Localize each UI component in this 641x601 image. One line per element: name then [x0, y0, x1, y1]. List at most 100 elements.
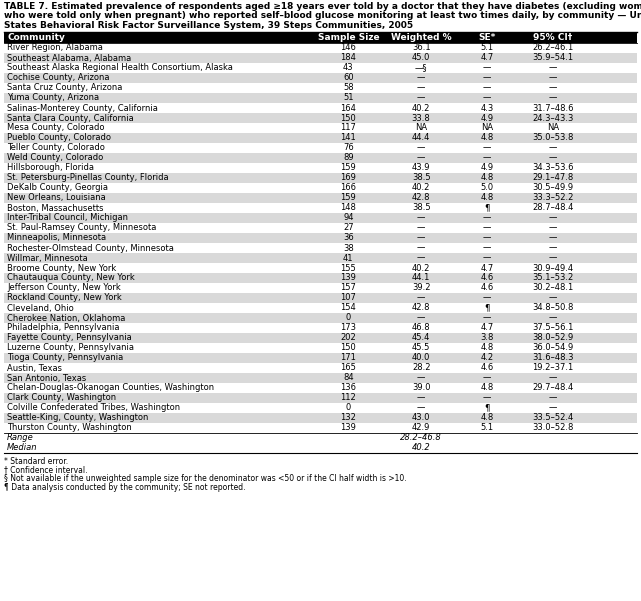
Text: —: —: [549, 84, 557, 93]
Text: ¶ Data analysis conducted by the community; SE not reported.: ¶ Data analysis conducted by the communi…: [4, 483, 246, 492]
Text: 38.0–52.9: 38.0–52.9: [532, 334, 574, 343]
Text: Community: Community: [7, 34, 65, 43]
Text: ¶: ¶: [485, 403, 490, 412]
Bar: [4, 293, 637, 303]
Text: 35.0–53.8: 35.0–53.8: [532, 133, 574, 142]
Text: —: —: [549, 213, 557, 222]
Text: 34.3–53.6: 34.3–53.6: [532, 163, 574, 172]
Bar: [4, 83, 637, 93]
Text: 36: 36: [343, 234, 354, 242]
Text: 146: 146: [340, 43, 356, 52]
Text: SE*: SE*: [478, 34, 495, 43]
Text: —: —: [549, 144, 557, 153]
Text: Median: Median: [7, 444, 38, 453]
Text: 51: 51: [343, 94, 354, 103]
Text: † Confidence interval.: † Confidence interval.: [4, 466, 88, 475]
Text: 184: 184: [340, 53, 356, 63]
Bar: [4, 363, 637, 373]
Text: Thurston County, Washington: Thurston County, Washington: [7, 424, 132, 433]
Text: —: —: [549, 254, 557, 263]
Text: —: —: [483, 254, 491, 263]
Text: 37.5–56.1: 37.5–56.1: [532, 323, 574, 332]
Text: 43.0: 43.0: [412, 413, 430, 423]
Text: 171: 171: [340, 353, 356, 362]
Text: 60: 60: [343, 73, 354, 82]
Text: 4.3: 4.3: [480, 103, 494, 112]
Text: 139: 139: [340, 424, 356, 433]
Text: Hillsborough, Florida: Hillsborough, Florida: [7, 163, 94, 172]
Text: 5.0: 5.0: [480, 183, 494, 192]
Bar: [4, 433, 637, 443]
Text: Cochise County, Arizona: Cochise County, Arizona: [7, 73, 110, 82]
Text: —: —: [549, 373, 557, 382]
Text: Clark County, Washington: Clark County, Washington: [7, 394, 116, 403]
Text: 30.2–48.1: 30.2–48.1: [532, 284, 574, 293]
Text: —: —: [549, 94, 557, 103]
Text: Boston, Massachusetts: Boston, Massachusetts: [7, 204, 103, 213]
Bar: [4, 423, 637, 433]
Text: 136: 136: [340, 383, 356, 392]
Text: 42.9: 42.9: [412, 424, 430, 433]
Text: who were told only when pregnant) who reported self–blood glucose monitoring at : who were told only when pregnant) who re…: [4, 11, 641, 20]
Text: 5.1: 5.1: [480, 424, 494, 433]
Text: 31.6–48.3: 31.6–48.3: [532, 353, 574, 362]
Text: —: —: [549, 224, 557, 233]
Bar: [4, 93, 637, 103]
Text: 166: 166: [340, 183, 356, 192]
Text: 155: 155: [340, 263, 356, 272]
Text: Rochester-Olmstead County, Minnesota: Rochester-Olmstead County, Minnesota: [7, 243, 174, 252]
Text: 159: 159: [340, 194, 356, 203]
Text: —: —: [549, 64, 557, 73]
Text: 4.9: 4.9: [480, 163, 494, 172]
Text: 4.8: 4.8: [480, 383, 494, 392]
Text: 40.2: 40.2: [412, 103, 430, 112]
Text: Tioga County, Pennsylvania: Tioga County, Pennsylvania: [7, 353, 123, 362]
Text: 43: 43: [343, 64, 354, 73]
Text: Chautauqua County, New York: Chautauqua County, New York: [7, 273, 135, 282]
Text: 4.9: 4.9: [480, 114, 494, 123]
Text: 35.9–54.1: 35.9–54.1: [532, 53, 573, 63]
Text: 33.5–52.4: 33.5–52.4: [532, 413, 574, 423]
Text: —: —: [483, 213, 491, 222]
Text: 41: 41: [343, 254, 354, 263]
Text: —: —: [549, 243, 557, 252]
Text: 139: 139: [340, 273, 356, 282]
Text: 0: 0: [345, 314, 351, 323]
Text: —: —: [483, 234, 491, 242]
Text: 4.2: 4.2: [480, 353, 494, 362]
Bar: [4, 143, 637, 153]
Text: 4.6: 4.6: [480, 284, 494, 293]
Text: —: —: [549, 73, 557, 82]
Text: Range: Range: [7, 433, 34, 442]
Text: Austin, Texas: Austin, Texas: [7, 364, 62, 373]
Bar: [4, 303, 637, 313]
Text: 157: 157: [340, 284, 356, 293]
Text: 0: 0: [345, 403, 351, 412]
Bar: [4, 103, 637, 113]
Text: § Not available if the unweighted sample size for the denominator was <50 or if : § Not available if the unweighted sample…: [4, 474, 406, 483]
Bar: [4, 73, 637, 83]
Text: 28.2–46.8: 28.2–46.8: [400, 433, 442, 442]
Text: —: —: [549, 293, 557, 302]
Bar: [4, 373, 637, 383]
Bar: [4, 413, 637, 423]
Text: Luzerne County, Pennsylvania: Luzerne County, Pennsylvania: [7, 344, 134, 353]
Bar: [4, 233, 637, 243]
Bar: [4, 383, 637, 393]
Text: Cherokee Nation, Oklahoma: Cherokee Nation, Oklahoma: [7, 314, 126, 323]
Text: New Orleans, Louisiana: New Orleans, Louisiana: [7, 194, 106, 203]
Text: —: —: [549, 234, 557, 242]
Text: Colville Confederated Tribes, Washington: Colville Confederated Tribes, Washington: [7, 403, 180, 412]
Text: —: —: [417, 394, 426, 403]
Text: 26.2–46.1: 26.2–46.1: [532, 43, 574, 52]
Text: —: —: [483, 144, 491, 153]
Text: Cleveland, Ohio: Cleveland, Ohio: [7, 304, 74, 313]
Text: Southeast Alabama, Alabama: Southeast Alabama, Alabama: [7, 53, 131, 63]
Text: Rockland County, New York: Rockland County, New York: [7, 293, 122, 302]
Text: —: —: [483, 314, 491, 323]
Text: 76: 76: [343, 144, 354, 153]
Text: Inter-Tribal Council, Michigan: Inter-Tribal Council, Michigan: [7, 213, 128, 222]
Bar: [4, 323, 637, 333]
Text: 40.2: 40.2: [412, 444, 431, 453]
Text: Santa Clara County, California: Santa Clara County, California: [7, 114, 134, 123]
